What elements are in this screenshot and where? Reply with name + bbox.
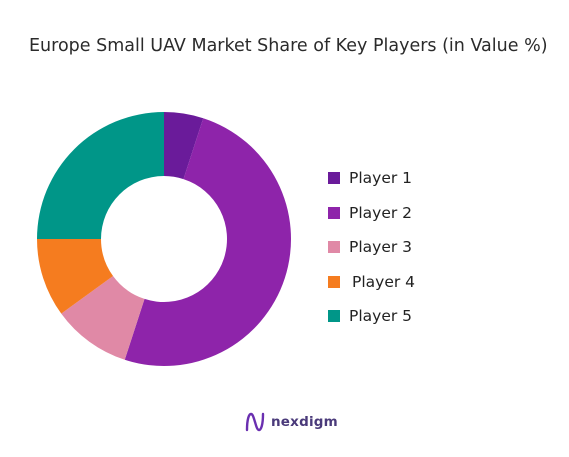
legend-swatch-5: [328, 310, 340, 323]
legend-label-2: Player 2: [349, 203, 413, 222]
donut-slice-5: [37, 112, 164, 239]
legend-swatch-4: [328, 275, 340, 288]
legend-item-5: Player 5: [328, 299, 415, 334]
chart-title: Europe Small UAV Market Share of Key Pla…: [29, 36, 548, 56]
brand-logo: nexdigm: [244, 411, 338, 433]
legend-swatch-2: [328, 206, 340, 219]
nexdigm-logo-icon: [245, 412, 265, 432]
legend-item-1: Player 1: [328, 161, 415, 196]
legend-label-4: Player 4: [352, 272, 416, 291]
legend-item-2: Player 2: [328, 196, 415, 231]
brand-name: nexdigm: [271, 414, 338, 430]
chart-legend: Player 1 Player 2 Player 3 Player 4 Player 5: [328, 161, 415, 334]
legend-item-4: Player 4: [328, 265, 415, 300]
legend-label-5: Player 5: [349, 307, 413, 326]
legend-label-3: Player 3: [349, 238, 413, 257]
donut-slice-4: [37, 239, 114, 314]
donut-slice-2: [124, 118, 291, 366]
donut-slice-1: [164, 112, 204, 180]
legend-label-1: Player 1: [349, 169, 413, 188]
legend-swatch-1: [328, 172, 340, 185]
legend-swatch-3: [328, 241, 340, 254]
legend-item-3: Player 3: [328, 230, 415, 265]
donut-slice-3: [61, 276, 145, 360]
